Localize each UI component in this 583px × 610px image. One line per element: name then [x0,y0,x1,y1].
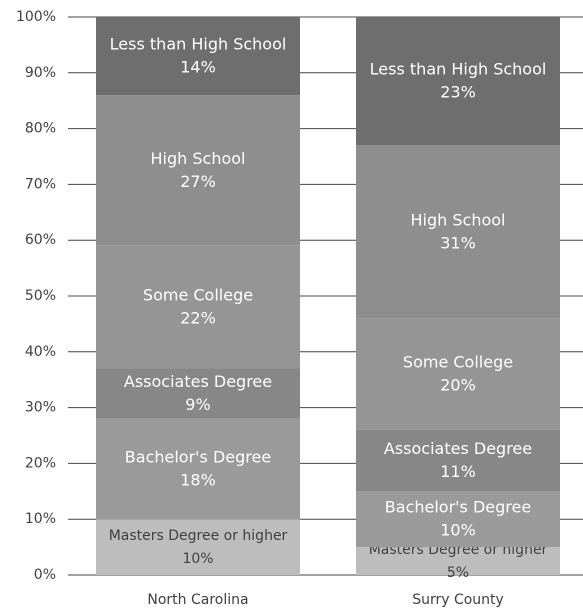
data-label: 31% [440,233,476,252]
bar-segment [96,17,300,96]
bar-segment [356,318,560,430]
data-label: 10% [440,521,476,540]
segment-name: Some College [143,286,253,305]
y-tick-label: 40% [25,344,56,360]
y-tick-label: 0% [34,567,56,583]
y-tick-label: 60% [25,232,56,248]
data-label: 9% [185,395,210,414]
data-label: 14% [180,58,216,77]
data-label: 27% [180,172,216,191]
segment-name: Bachelor's Degree [385,498,531,517]
bar-segment [356,429,560,492]
y-tick-label: 70% [25,176,56,192]
segment-name: Associates Degree [124,372,272,391]
bar-segment [96,245,300,369]
segment-name: Masters Degree or higher [109,528,288,544]
bar-segment [356,145,560,319]
segment-name: Some College [403,353,513,372]
y-tick-label: 90% [25,65,56,81]
bar-segment [96,368,300,419]
data-label: 5% [447,565,469,581]
bar-segment [356,491,560,548]
x-tick-label: Surry County [412,592,504,608]
x-tick-label: North Carolina [147,592,248,608]
y-tick-label: 10% [25,511,56,527]
segment-name: High School [151,149,246,168]
data-label: 20% [440,376,476,395]
data-label: 10% [182,551,213,567]
segment-name: Associates Degree [384,439,532,458]
bar-segment [96,519,300,575]
y-tick-label: 80% [25,121,56,137]
y-tick-label: 100% [16,9,56,25]
bar-segment [96,418,300,520]
data-label: 11% [440,462,476,481]
data-label: 22% [180,309,216,328]
segment-name: Less than High School [110,35,287,54]
data-label: 23% [440,83,476,102]
bar-segment [356,547,560,575]
bar-segment [356,17,560,146]
segment-name: High School [411,210,506,229]
bar-segment [96,95,300,246]
data-label: 18% [180,470,216,489]
y-tick-label: 50% [25,288,56,304]
segment-name: Less than High School [370,60,547,79]
y-tick-label: 20% [25,455,56,471]
segment-name: Bachelor's Degree [125,447,271,466]
y-tick-label: 30% [25,400,56,416]
